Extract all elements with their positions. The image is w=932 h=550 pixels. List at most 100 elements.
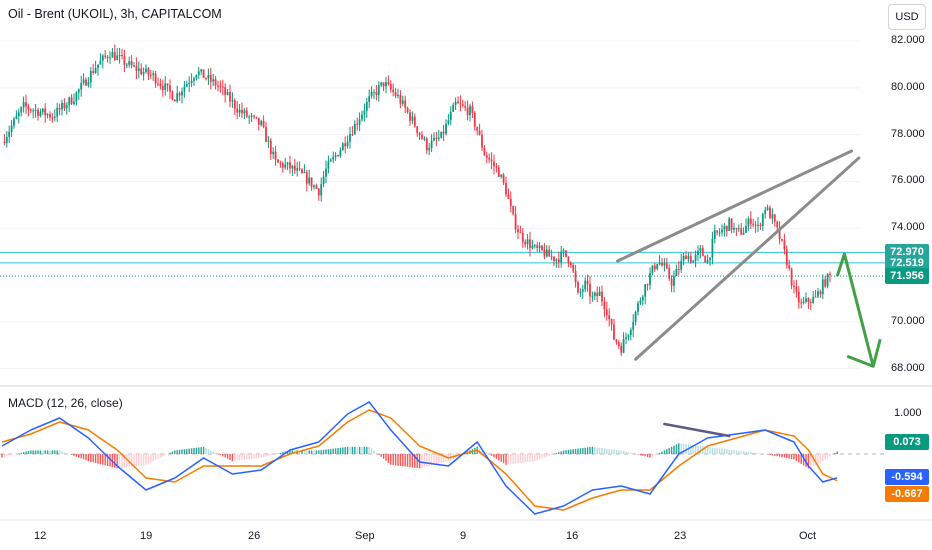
candle-body [649, 273, 651, 285]
candle-body [17, 112, 20, 117]
candle-body [481, 134, 483, 148]
candle-body [200, 69, 203, 72]
candle-body [339, 150, 342, 157]
candle-body [442, 131, 445, 134]
candle-body [723, 225, 726, 230]
candle-body [824, 279, 827, 287]
candle-body [728, 218, 731, 232]
candle-body [413, 116, 416, 127]
price-tick-label: 80.000 [891, 80, 925, 93]
candle-body [694, 255, 697, 261]
candle-body [44, 108, 47, 116]
candle-body [53, 116, 56, 118]
candle-body [279, 162, 282, 164]
candle-body [766, 207, 769, 210]
candle-body [421, 134, 423, 139]
candle-body [598, 291, 601, 296]
candle-body [776, 221, 779, 228]
candle-body [627, 335, 630, 338]
candle-body [257, 117, 260, 125]
candle-body [281, 163, 284, 168]
candle-body [178, 93, 181, 96]
candle-body [349, 134, 351, 142]
candle-body [111, 52, 114, 58]
candle-body [437, 137, 440, 139]
candle-body [221, 86, 224, 88]
price-tick-label: 68.000 [891, 361, 925, 374]
candle-body [577, 282, 579, 293]
candle-body [557, 259, 560, 263]
candle-body [363, 110, 366, 115]
candle-body [241, 109, 243, 114]
candle-body [166, 83, 169, 86]
macd-value-badge: -0.667 [885, 486, 929, 502]
candle-body [656, 264, 659, 270]
candle-body [769, 207, 771, 219]
candle-body [176, 93, 179, 102]
candle-body [735, 227, 738, 230]
candle-body [440, 131, 443, 138]
candle-body [310, 177, 313, 187]
candle-body [56, 107, 59, 117]
candle-body [457, 101, 459, 104]
candle-body [289, 162, 291, 169]
candle-body [512, 206, 515, 215]
candle-body [169, 85, 171, 92]
candle-body [401, 100, 404, 104]
candle-body [471, 106, 474, 113]
candle-body [562, 250, 565, 252]
price-tick-label: 74.000 [891, 221, 925, 234]
candle-body [272, 151, 275, 155]
candle-body [399, 95, 402, 104]
candle-body [152, 73, 155, 75]
wedge-upper-line [616, 149, 854, 263]
candle-body [205, 78, 207, 80]
candle-body [140, 68, 143, 75]
candle-body [236, 108, 239, 113]
candle-body [433, 137, 435, 141]
candle-body [665, 263, 668, 269]
forecast-arrow-head [846, 338, 882, 368]
currency-button[interactable]: USD [888, 4, 926, 30]
candle-body [730, 218, 733, 230]
candle-body [51, 117, 54, 119]
forecast-arrow-line [835, 252, 875, 367]
candle-body [353, 123, 356, 135]
candle-body [637, 303, 639, 312]
candle-body [13, 118, 15, 126]
candle-body [365, 101, 368, 111]
candle-body [61, 102, 63, 110]
candle-body [65, 105, 68, 109]
candle-body [382, 82, 385, 87]
candle-body [759, 224, 762, 226]
candle-body [233, 100, 236, 109]
candle-body [452, 104, 455, 112]
candle-body [89, 71, 92, 83]
candle-body [524, 241, 527, 245]
candle-body [752, 223, 755, 225]
candle-body [250, 115, 253, 117]
forecast-arrow [835, 252, 882, 368]
candle-body [591, 296, 594, 298]
candle-body [423, 138, 426, 140]
candle-body [673, 275, 675, 286]
candle-body [317, 188, 320, 196]
candle-body [123, 55, 126, 65]
candle-body [493, 161, 495, 167]
candle-body [87, 82, 90, 86]
candle-body [677, 268, 680, 270]
candle-body [553, 256, 555, 261]
candle-body [274, 151, 277, 160]
candle-body [795, 286, 798, 292]
candle-body [202, 69, 205, 79]
candle-body [41, 108, 44, 112]
candle-body [301, 169, 303, 173]
candle-body [543, 249, 546, 257]
candle-body [298, 168, 301, 170]
candle-body [757, 224, 759, 226]
candle-body [500, 174, 503, 177]
candle-body [217, 85, 219, 87]
candle-body [488, 157, 491, 160]
candle-body [536, 245, 539, 249]
candle-body [8, 131, 11, 137]
